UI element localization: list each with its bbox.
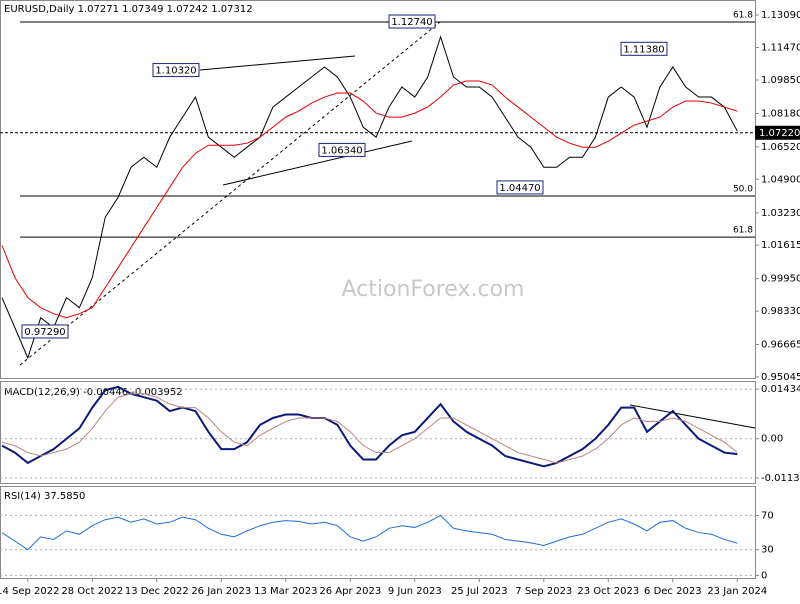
price-box — [21, 324, 69, 339]
y-tick-label: 0.96665 — [761, 340, 800, 351]
fib-label: 61.8 — [733, 226, 753, 236]
y-tick-label: 1.06520 — [761, 142, 800, 153]
price-label: 1.12740 — [391, 17, 432, 28]
price-label: 1.04470 — [499, 183, 540, 194]
y-tick-label: 0.95045 — [761, 372, 800, 383]
price-box — [318, 142, 366, 157]
rsi-pane — [0, 486, 756, 579]
price-pane — [0, 0, 756, 379]
x-tick-label: 23 Jan 2024 — [707, 586, 767, 597]
price-label: 0.97290 — [24, 327, 65, 338]
y-tick-label: 1.11470 — [761, 42, 800, 53]
y-tick-label: 1.08180 — [761, 108, 800, 119]
trendline — [222, 140, 413, 186]
y-tick-label: 0 — [761, 570, 767, 581]
x-tick-label: 26 Jan 2023 — [191, 586, 251, 597]
y-tick-label: 0.99950 — [761, 274, 800, 285]
y-tick-label: 1.04900 — [761, 174, 800, 185]
fib-swing — [19, 21, 441, 366]
x-tick-label: 23 Oct 2023 — [577, 586, 639, 597]
x-tick-label: 25 Jul 2023 — [451, 586, 508, 597]
price-label: 1.06340 — [321, 145, 362, 156]
macd-pane — [0, 381, 756, 484]
x-tick-label: 26 Apr 2023 — [319, 586, 381, 597]
y-tick-label: 0.98330 — [761, 306, 800, 317]
price-box — [388, 14, 436, 29]
series-line — [1, 80, 738, 319]
y-tick-label: 0.00 — [761, 434, 783, 445]
last-price-tag — [755, 125, 800, 140]
price-title: EURUSD,Daily 1.07271 1.07349 1.07242 1.0… — [4, 4, 253, 15]
x-tick-label: 9 Jun 2023 — [388, 586, 442, 597]
trendline — [199, 55, 356, 71]
price-label: 1.11380 — [623, 44, 664, 55]
x-tick-label: 13 Mar 2023 — [254, 586, 317, 597]
y-tick-label: 0.014342 — [761, 384, 800, 395]
y-tick-label: 70 — [761, 510, 774, 521]
price-label: 1.10320 — [155, 66, 196, 77]
watermark: ActionForex.com — [342, 277, 525, 302]
price-box — [152, 63, 200, 78]
macd-trendline — [629, 404, 756, 429]
y-tick-label: 1.09850 — [761, 75, 800, 86]
trendlines — [19, 21, 756, 429]
series-line — [1, 35, 738, 360]
last-price-label: 1.07220 — [759, 128, 800, 139]
x-tick-label: 14 Sep 2022 — [0, 586, 59, 597]
price-box — [620, 41, 668, 56]
fib-label: 61.8 — [733, 11, 753, 21]
series-line — [1, 393, 738, 464]
y-tick-label: 1.13090 — [761, 10, 800, 21]
x-tick-label: 6 Dec 2023 — [644, 586, 702, 597]
y-tick-label: 1.03230 — [761, 208, 800, 219]
y-tick-label: 1.01615 — [761, 240, 800, 251]
rsi-title: RSI(14) 37.5850 — [4, 491, 85, 502]
fib-label: 50.0 — [733, 184, 753, 194]
price-box — [496, 180, 544, 195]
macd-title: MACD(12,26,9) -0.00446 -0.003952 — [4, 387, 183, 398]
x-tick-label: 13 Dec 2022 — [125, 586, 189, 597]
x-tick-label: 28 Oct 2022 — [61, 586, 123, 597]
series-line — [1, 514, 738, 551]
series-line — [1, 385, 738, 468]
y-tick-label: 30 — [761, 545, 774, 556]
x-tick-label: 7 Sep 2023 — [515, 586, 572, 597]
y-tick-label: -0.011371 — [761, 473, 800, 484]
